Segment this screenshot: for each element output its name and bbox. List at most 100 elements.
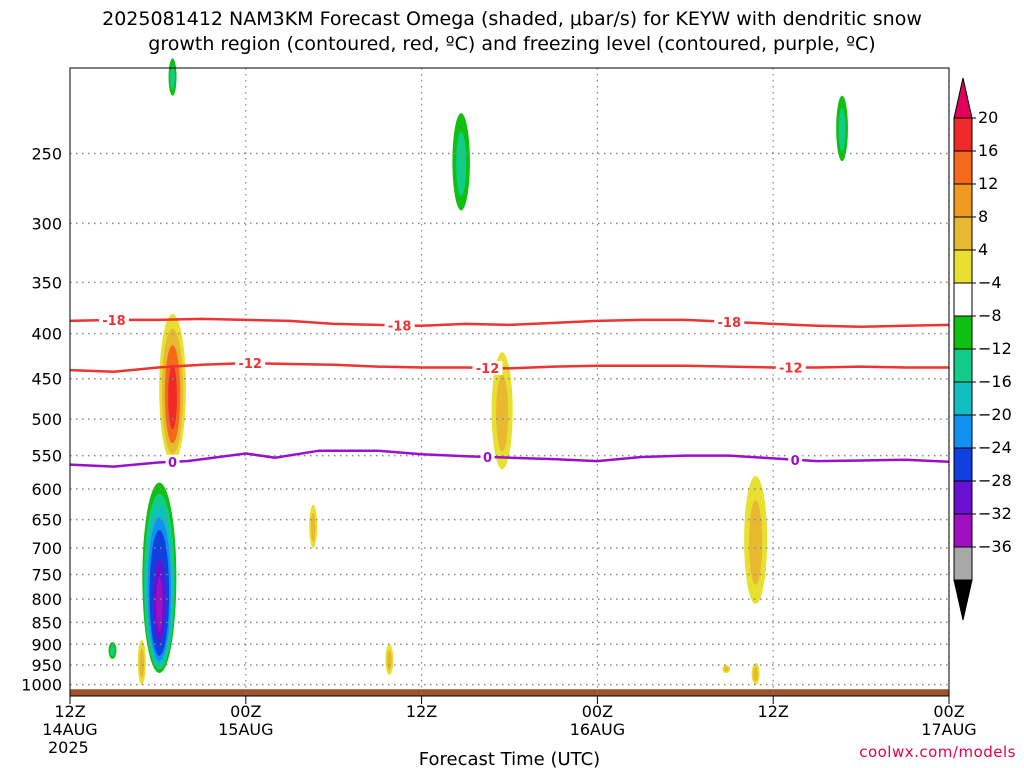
omega-contour-fill (156, 577, 163, 632)
contour-label-bg (775, 360, 806, 375)
freezing-level-contour (69, 449, 950, 468)
colorbar-label: 4 (978, 240, 988, 259)
colorbar-swatch (953, 282, 973, 317)
y-tick-label: 300 (31, 214, 62, 233)
omega-contour-fill (170, 65, 175, 91)
contour-label-bg (98, 312, 129, 327)
omega-shading (108, 58, 848, 685)
colorbar-label: −28 (978, 471, 1012, 490)
colorbar-swatch (953, 150, 973, 185)
y-tick-label: 900 (31, 635, 62, 654)
contour-label: 0 (791, 454, 800, 469)
omega-contour-fill (310, 512, 316, 542)
colorbar-swatch (953, 183, 973, 218)
omega-feature (491, 352, 513, 470)
colorbar-swatch (953, 216, 973, 251)
contour-label-bg (472, 360, 503, 375)
contour-label: 0 (483, 451, 492, 466)
omega-contour-fill (456, 131, 467, 196)
colorbar-label: 8 (978, 207, 988, 226)
omega-feature (751, 662, 760, 685)
y-tick-label: 650 (31, 511, 62, 530)
colorbar-label: 20 (978, 108, 998, 127)
omega-feature (142, 482, 177, 674)
colorbar-bottom-arrow (953, 579, 973, 621)
y-tick-label: 700 (31, 539, 62, 558)
omega-feature (744, 475, 768, 604)
x-tick-label: 15AUG (218, 720, 273, 739)
omega-contour-fill (139, 648, 145, 678)
contour-lines: -18 -18 -18 -12 -12 -12 0 0 0 (69, 312, 950, 471)
x-tick-label: 16AUG (570, 720, 625, 739)
colorbar-swatch (953, 315, 973, 350)
colorbar-swatch (953, 414, 973, 449)
colorbar-swatch (953, 249, 973, 284)
contour-label: 0 (168, 456, 177, 471)
contour-label-bg (788, 452, 803, 467)
omega-feature (452, 113, 470, 211)
x-tick-label: 00Z (230, 702, 261, 721)
omega-contour-fill (387, 650, 392, 671)
contour-label-bg (480, 449, 495, 464)
chart-title-line-1: 2025081412 NAM3KM Forecast Omega (shaded… (102, 8, 922, 30)
contour-label-bg (384, 318, 415, 333)
colorbar-label: 12 (978, 174, 998, 193)
colorbar-swatch (953, 480, 973, 515)
colorbar-swatch (953, 117, 973, 152)
omega-contour-fill (838, 108, 846, 152)
omega-feature (722, 665, 731, 674)
contour-label: -18 (718, 316, 742, 331)
colorbar: 20 16 12 8 4 −4 −8 −12 −16 −20 −24 −28 −32 −36 (953, 77, 1012, 621)
contour-label-bg (714, 314, 745, 329)
contour-label: -12 (779, 361, 803, 376)
omega-contour-fill (753, 667, 758, 682)
y-tick-label: 750 (31, 565, 62, 584)
omega-feature (836, 95, 848, 162)
colorbar-label: 16 (978, 141, 998, 160)
y-tick-label: 450 (31, 370, 62, 389)
y-tick-label: 600 (31, 480, 62, 499)
x-tick-label: 14AUG (42, 720, 97, 739)
y-tick-label: 350 (31, 273, 62, 292)
x-tick-label: 12Z (758, 702, 789, 721)
colorbar-swatch (953, 447, 973, 482)
x-tick-label: 12Z (54, 702, 85, 721)
colorbar-swatch (953, 348, 973, 383)
y-tick-label: 850 (31, 613, 62, 632)
colorbar-swatch (953, 513, 973, 548)
y-tick-label: 800 (31, 590, 62, 609)
x-tick-label: 17AUG (921, 720, 976, 739)
colorbar-top-arrow (953, 77, 973, 119)
grid-lines (70, 68, 950, 696)
contour-label: -18 (102, 314, 126, 329)
colorbar-swatch (953, 381, 973, 416)
contour-label: -12 (476, 362, 500, 377)
omega-feature (159, 313, 186, 463)
y-tick-label: 550 (31, 447, 62, 466)
y-tick-label: 1000 (21, 676, 62, 695)
omega-feature (137, 640, 146, 685)
contour-label-bg (165, 454, 180, 469)
colorbar-label: −24 (978, 438, 1012, 457)
contour-label-bg (235, 356, 266, 371)
y-tick-label: 500 (31, 410, 62, 429)
ground-surface (70, 689, 949, 696)
y-tick-label: 950 (31, 656, 62, 675)
contour-label: -18 (388, 319, 412, 334)
colorbar-label: −36 (978, 537, 1012, 556)
omega-feature (309, 504, 318, 549)
colorbar-label: −4 (978, 273, 1002, 292)
contour-label: -12 (238, 357, 262, 372)
colorbar-label: −20 (978, 405, 1012, 424)
omega-contour-fill (724, 666, 729, 672)
y-tick-label: 400 (31, 325, 62, 344)
x-tick-label: 2025 (48, 738, 89, 757)
colorbar-label: −32 (978, 504, 1012, 523)
omega-contour-fill (749, 500, 763, 585)
omega-feature (108, 642, 117, 659)
omega-feature (168, 58, 177, 96)
omega-contour-fill (168, 364, 177, 430)
colorbar-label: −8 (978, 306, 1002, 325)
colorbar-label: −12 (978, 339, 1012, 358)
